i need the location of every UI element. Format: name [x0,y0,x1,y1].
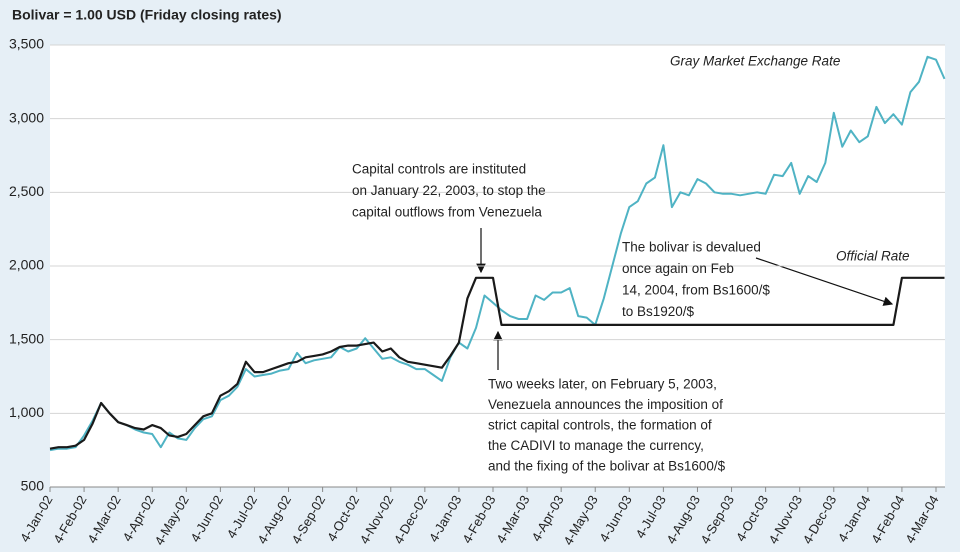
series-label: Gray Market Exchange Rate [670,54,840,69]
y-tick-label: 1,500 [9,330,44,346]
series-label: Official Rate [836,249,910,264]
y-tick-label: 1,000 [9,404,44,420]
annotation: on January 22, 2003, to stop the [352,183,546,198]
annotation: The bolivar is devalued [622,240,761,255]
annotation: strict capital controls, the formation o… [488,418,712,433]
annotation: once again on Feb [622,261,734,276]
annotation: to Bs1920/$ [622,304,695,319]
annotation: Venezuela announces the imposition of [488,397,723,412]
y-tick-label: 3,500 [9,36,44,52]
annotation: Two weeks later, on February 5, 2003, [488,377,717,392]
annotation: Capital controls are instituted [352,162,526,177]
y-tick-label: 3,000 [9,109,44,125]
annotation: 14, 2004, from Bs1600/$ [622,283,770,298]
series-line [49,276,945,450]
annotation: and the fixing of the bolivar at Bs1600/… [488,459,726,474]
y-tick-label: 500 [21,478,45,494]
y-tick-label: 2,000 [9,257,44,273]
chart-title: Bolivar = 1.00 USD (Friday closing rates… [12,7,282,23]
y-tick-label: 2,500 [9,183,44,199]
annotation: the CADIVI to manage the currency, [488,438,704,453]
annotation: capital outflows from Venezuela [352,205,542,220]
